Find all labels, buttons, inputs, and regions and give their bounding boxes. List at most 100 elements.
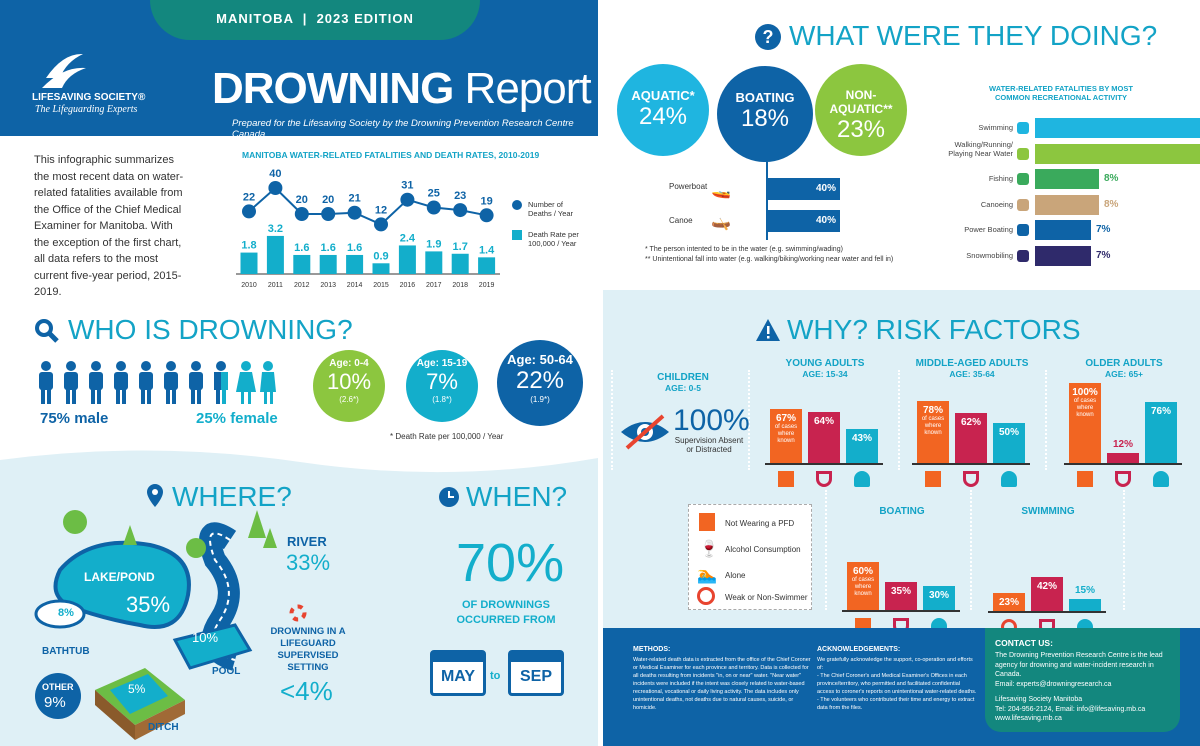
wine-glass-icon [1115,471,1131,487]
where-illustration [34,510,277,740]
other-pct: 9% [44,694,66,711]
deaths-label: 22 [243,191,255,203]
risk-bar: 23% [993,592,1025,611]
risk-bar: 64% [808,411,840,463]
contact-box: CONTACT US: The Drowning Prevention Resea… [985,628,1180,732]
year-tick: 2019 [479,282,495,289]
activity-bar [1035,118,1200,138]
website-link[interactable]: www.lifesaving.mb.ca [995,715,1062,722]
activity-label: Swimming [978,123,1013,132]
legend-alone: Alone [725,571,746,580]
pool-pct: 10% [192,630,219,645]
pfd-icon [778,471,794,487]
activity-chart-title: WATER-RELATED FATALITIES BY MOST COMMON … [989,84,1133,102]
location-pin-icon [147,484,163,507]
rate-label: 2.4 [400,232,416,244]
risk-bar: 30% [923,586,955,610]
rate-label: 1.6 [321,242,336,254]
non-aquatic-note: ** Unintentional fall into water (e.g. w… [645,256,894,263]
rate-bar [293,254,311,274]
activity-value: 7% [1096,224,1111,235]
rate-label: 1.8 [241,240,256,252]
river-pct: 33% [286,550,331,575]
deaths-point [479,208,494,223]
year-tick: 2014 [347,282,363,289]
rate-label: 3.2 [268,223,283,235]
deaths-point [374,217,388,232]
swimmer-alone-icon [854,471,870,487]
legend-deaths: Number of Deaths / Year [528,200,574,218]
risk-group-title: YOUNG ADULTS AGE: 15-34 [785,358,865,379]
risk-bar: 100% of cases where known [1069,383,1101,463]
powerboat-icon: 🚤 [711,182,731,199]
rate-bar [425,251,443,274]
legend-deaths-swatch [512,200,522,210]
rate-bar [319,254,337,274]
children-text: Supervision Absent or Distracted [674,436,744,454]
wine-glass-icon [816,471,832,487]
fatalities-chart: 1.820103.220111.620121.620131.620140.920… [236,168,500,289]
activity-bar [1035,143,1200,164]
lifebuoy-icon [289,604,307,622]
when-pct: 70% [456,533,565,593]
rate-bar [266,235,284,274]
where-title: WHERE? [172,481,292,512]
risk-bar: 67% of cases where known [770,409,802,463]
risk-legend: Not Wearing a PFD Alcohol Consumption Al… [688,504,812,610]
pfd-icon [699,513,715,531]
calendar-may: MAY [430,650,486,696]
swimmer-alone-icon [1153,471,1169,487]
year-tick: 2017 [426,282,442,289]
powerboat-label: Powerboat [669,182,708,191]
fatalities-chart-title: MANITOBA WATER-RELATED FATALITIES AND DE… [242,150,540,160]
deaths-label: 25 [428,188,440,200]
risk-bar: 50% [993,423,1025,463]
year-tick: 2011 [268,282,283,289]
activity-icon [1017,224,1029,236]
deaths-line [248,186,487,226]
activity-bar [1035,194,1099,215]
when-text: OF DROWNINGS OCCURRED FROM [456,599,556,626]
rate-bar [451,253,469,274]
children-title: CHILDREN AGE: 0-5 [657,372,709,393]
canoe-label: Canoe [669,216,693,225]
rate-bar [372,263,390,274]
contact-email[interactable]: Email: experts@drowningresearch.ca [995,680,1112,688]
legend-weak-swimmer: Weak or Non-Swimmer [725,593,808,602]
rate-label: 1.6 [347,242,362,254]
age-circle-15-19: Age: 15-19 7% (1.8*) [406,350,478,422]
activity-value: 8% [1104,173,1119,184]
doing-title: WHAT WERE THEY DOING? [789,20,1158,51]
activity-icon [1017,198,1029,211]
risk-bar: 76% [1145,402,1177,463]
activity-bar [1035,169,1099,189]
subtitle: Prepared for the Lifesaving Society by t… [232,118,574,140]
risk-bar: 12% [1107,439,1139,463]
lake-label: LAKE/POND [84,570,155,584]
activity-bar [1035,220,1091,240]
region-label: MANITOBA [216,11,294,26]
lifeguard-label: DROWNING IN A LIFEGUARD SUPERVISED SETTI… [270,626,346,673]
logo-name: LIFESAVING SOCIETY® [32,92,146,103]
rate-bar [240,252,258,274]
clock-icon [439,487,459,507]
powerboat-bar: 40% [768,178,840,200]
activity-value: 8% [1104,198,1119,210]
age-circle-0-4: Age: 0-4 10% (2.6*) [313,350,385,422]
activity-icon [1017,122,1029,134]
male-pct: 75% male [40,410,109,427]
no-swimming-icon [697,587,715,605]
deaths-label: 12 [375,204,387,216]
risk-bar: 35% [885,582,917,610]
aquatic-circle: AQUATIC* 24% [617,64,709,156]
canoe-icon: 🛶 [711,214,731,231]
lifesaving-logo-icon [42,53,86,88]
rate-note: * Death Rate per 100,000 / Year [390,432,504,441]
rate-label: 1.7 [453,241,468,253]
deaths-point [426,200,441,215]
deaths-point [400,192,415,207]
activity-icon [1017,173,1029,185]
activity-label: Snowmobiling [966,250,1013,260]
left-page: MANITOBA | 2023 EDITION LIFESAVING SOCIE… [0,0,598,746]
other-label: OTHER [42,682,74,692]
